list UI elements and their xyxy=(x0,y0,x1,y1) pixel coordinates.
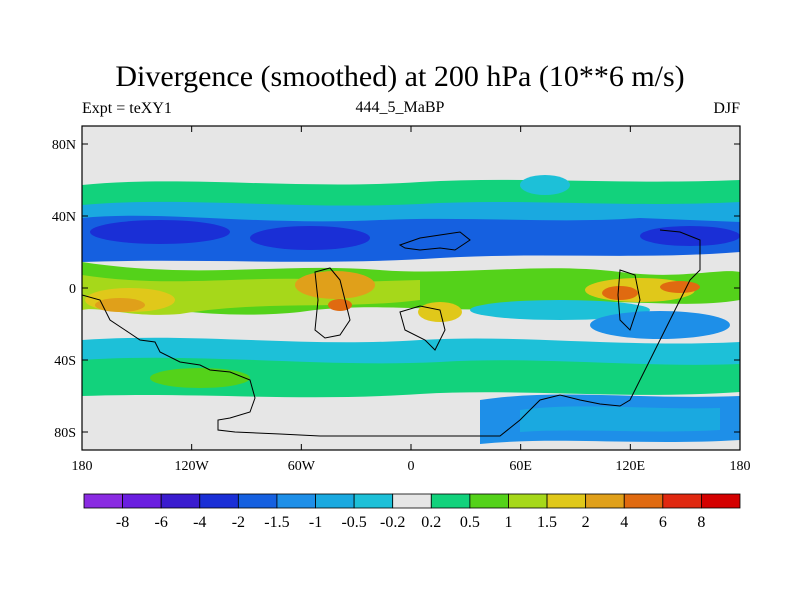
x-tick-label: 120W xyxy=(175,459,210,474)
colorbar-swatch xyxy=(199,493,239,509)
colorbar-swatch xyxy=(469,493,509,509)
colorbar-label: -6 xyxy=(155,514,168,531)
colorbar-label: 4 xyxy=(620,514,628,531)
x-tick-label: 120E xyxy=(616,459,646,474)
run-id-label: 444_5_MaBP xyxy=(355,99,445,116)
experiment-label: Expt = teXY1 xyxy=(82,100,172,117)
colorbar-swatch xyxy=(623,493,664,509)
y-tick-label: 40N xyxy=(52,210,76,225)
y-tick-label: 0 xyxy=(69,282,76,297)
x-tick-label: 60W xyxy=(288,459,316,474)
colorbar-label: -1.5 xyxy=(264,514,289,531)
colorbar-swatch xyxy=(585,493,625,509)
colorbar-label: -4 xyxy=(193,514,206,531)
y-tick-label: 80S xyxy=(54,426,76,441)
colorbar-label: -0.5 xyxy=(341,514,366,531)
colorbar-swatch xyxy=(83,493,123,509)
colorbar-label: 1 xyxy=(504,514,512,531)
season-label: DJF xyxy=(713,100,740,117)
colorbar-swatch xyxy=(315,493,355,509)
colorbar-swatch xyxy=(276,493,316,509)
y-tick-label: 80N xyxy=(52,138,76,153)
colorbar-swatch xyxy=(353,493,394,509)
y-axis: 80N 40N 0 40S 80S xyxy=(52,138,740,441)
colorbar-label: -0.2 xyxy=(380,514,405,531)
x-tick-label: 60E xyxy=(509,459,532,474)
colorbar-label: 6 xyxy=(659,514,667,531)
colorbar-label: 8 xyxy=(697,514,705,531)
colorbar-swatch xyxy=(662,493,702,509)
chart-title: Divergence (smoothed) at 200 hPa (10**6 … xyxy=(115,60,685,93)
colorbar-label: 2 xyxy=(582,514,590,531)
colorbar-label: 0.2 xyxy=(421,514,441,531)
colorbar-swatch xyxy=(392,493,432,509)
colorbar: -8 -6 -4 -2 -1.5 -1 -0.5 -0.2 0.2 0.5 1 1.5 2 4 6 8 xyxy=(83,493,741,531)
colorbar-swatch xyxy=(430,493,471,509)
colorbar-swatch xyxy=(122,493,162,509)
colorbar-swatch xyxy=(237,493,278,509)
colorbar-label: 1.5 xyxy=(537,514,557,531)
colorbar-swatch xyxy=(546,493,587,509)
x-axis: 180 120W 60W 0 60E 120E 180 xyxy=(72,126,751,474)
contour-field xyxy=(82,126,740,450)
x-tick-label: 180 xyxy=(730,459,751,474)
y-tick-label: 40S xyxy=(54,354,76,369)
colorbar-label: -8 xyxy=(116,514,129,531)
colorbar-label: 0.5 xyxy=(460,514,480,531)
colorbar-swatch xyxy=(160,493,201,509)
colorbar-swatch xyxy=(701,493,741,509)
x-tick-label: 180 xyxy=(72,459,93,474)
colorbar-swatch xyxy=(508,493,548,509)
colorbar-label: -2 xyxy=(232,514,245,531)
colorbar-label: -1 xyxy=(309,514,322,531)
x-tick-label: 0 xyxy=(408,459,415,474)
